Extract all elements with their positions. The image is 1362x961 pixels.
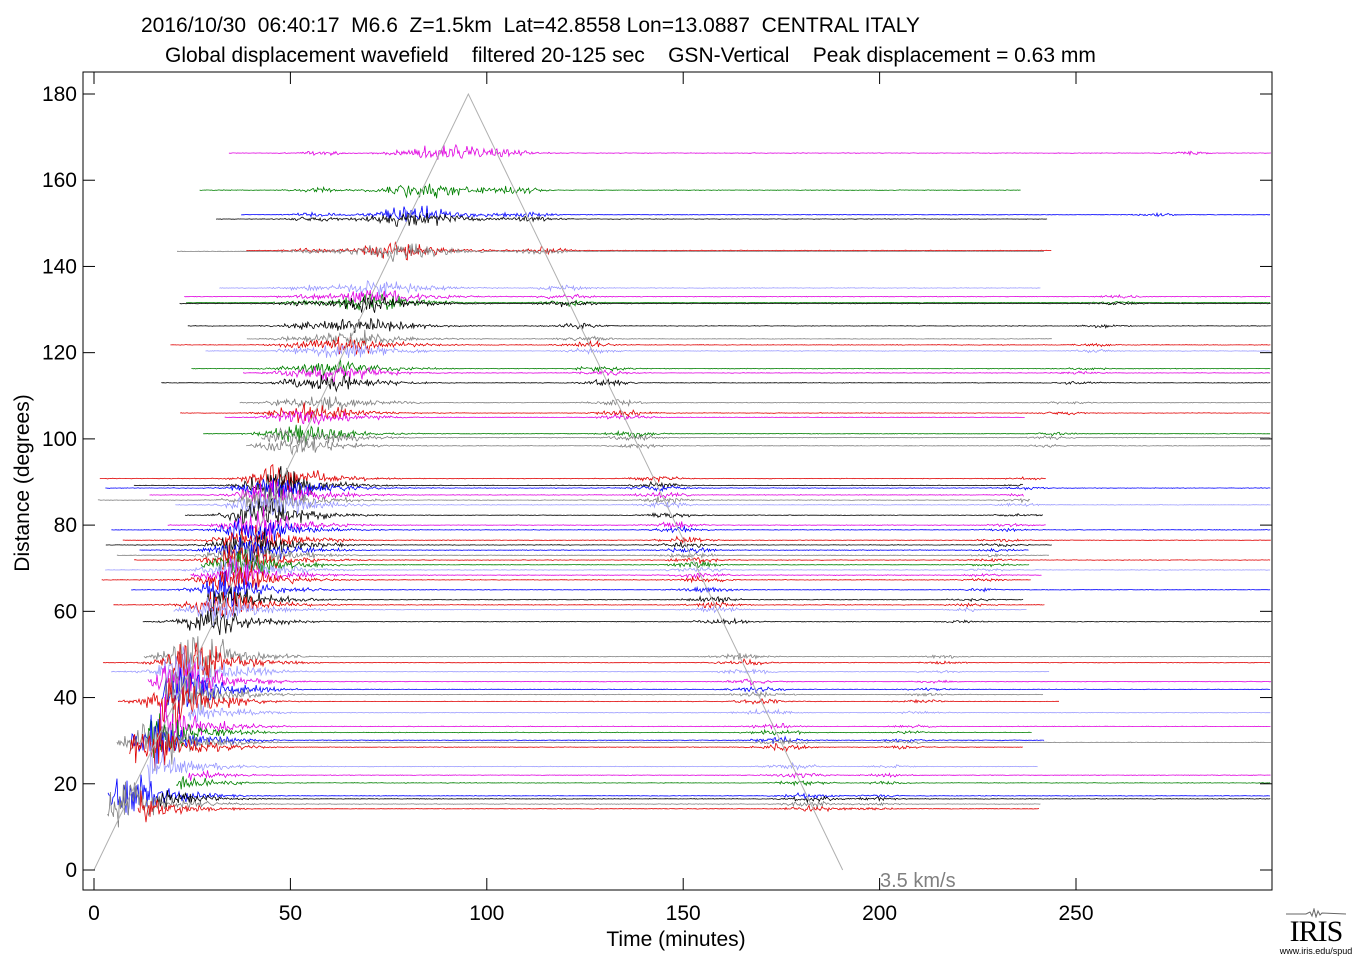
seismogram-trace (111, 646, 1050, 701)
seismogram-trace (190, 556, 1042, 589)
y-tick-label: 0 (65, 859, 77, 882)
logo-url[interactable]: www.iris.edu/spud (1279, 946, 1353, 956)
seismogram-trace (97, 481, 1031, 512)
seismogram-trace (99, 463, 1046, 491)
seismogram-trace (187, 703, 1271, 724)
chart-title: 2016/10/30 06:40:17 M6.6 Z=1.5km Lat=42.… (141, 14, 920, 37)
seismogram-trace (107, 774, 1271, 815)
seismogram-trace (102, 642, 1270, 689)
chart-subtitle: Global displacement wavefield filtered 2… (165, 44, 1096, 67)
seismogram-trace (107, 781, 1041, 828)
seismogram-trace (161, 374, 1271, 393)
y-axis-label: Distance (degrees) (11, 394, 34, 571)
x-axis-label: Time (minutes) (606, 928, 745, 951)
seismogram-trace (142, 607, 1271, 636)
y-tick-label: 40 (54, 687, 77, 710)
seismogram-trace (184, 498, 1044, 527)
y-tick-label: 180 (42, 83, 77, 106)
x-tick-label: 100 (469, 902, 504, 925)
y-tick-label: 140 (42, 255, 77, 278)
seismogram-trace (143, 636, 1271, 678)
seismogram-trace (131, 571, 1271, 609)
seismogram-trace (139, 536, 1029, 564)
y-tick-label: 120 (42, 342, 77, 365)
seismogram-trace (105, 556, 1271, 585)
seismogram-logo-icon (1286, 908, 1346, 918)
x-tick-label: 200 (862, 902, 897, 925)
velocity-label: 3.5 km/s (880, 870, 956, 892)
seismogram-trace (219, 280, 1041, 297)
y-tick-label: 80 (54, 514, 77, 537)
seismogram-trace (241, 205, 1271, 222)
iris-logo[interactable]: IRIS www.iris.edu/spud (1272, 906, 1360, 961)
x-tick-label: 50 (279, 902, 302, 925)
seismogram-trace (130, 714, 1045, 764)
seismogram-trace (116, 539, 1049, 573)
seismogram-trace (184, 290, 1271, 304)
velocity-reference-line (93, 92, 844, 871)
seismogram-trace (261, 426, 1271, 448)
seismogram-trace (117, 678, 1059, 728)
x-tick-label: 0 (88, 902, 100, 925)
y-tick-label: 60 (54, 600, 77, 623)
seismogram-trace (175, 491, 1271, 517)
seismogram-trace (228, 143, 1271, 160)
seismogram-trace (224, 409, 1025, 426)
seismogram-trace (246, 437, 1271, 456)
traces-group (97, 143, 1272, 828)
seismogram-trace (164, 669, 1044, 723)
seismogram-trace (134, 544, 1271, 571)
axis-ticks: 0 50 100 150 200 250 0 20 40 60 80 100 120 140 160 180 (42, 72, 1272, 925)
x-tick-label: 250 (1058, 902, 1093, 925)
seismogram-trace (206, 586, 1024, 612)
logo-text: IRIS (1289, 915, 1344, 948)
seismogram-trace (205, 342, 1271, 359)
seismogram-trace (113, 591, 1045, 617)
seismogram-trace (246, 241, 1052, 261)
seismogram-trace (167, 506, 1046, 541)
seismogram-trace (175, 776, 1271, 790)
seismogram-trace (188, 770, 1271, 781)
seismogram-trace (105, 478, 1271, 505)
plot-frame (82, 71, 1273, 891)
seismogram-trace (111, 518, 1271, 547)
seismogram-trace (122, 524, 1271, 554)
seismogram-trace (149, 480, 1024, 508)
seismogram-trace (191, 358, 1271, 377)
seismogram-trace (105, 529, 1052, 563)
seismogram-trace (137, 790, 1040, 823)
seismogram-trace (147, 660, 1272, 698)
seismogram-trace (129, 718, 1023, 769)
seismogram-trace (187, 318, 1271, 333)
seismogram-trace (147, 741, 1038, 789)
seismogram-trace (200, 549, 1030, 579)
seismogram-trace (203, 424, 1271, 446)
seismogram-trace (159, 693, 1271, 749)
seismogram-trace (199, 183, 1021, 199)
seismogram-trace (216, 213, 1048, 227)
seismogram-trace (133, 466, 1023, 497)
seismogram-trace (177, 243, 1045, 262)
seismogram-trace (161, 667, 1271, 714)
seismogram-trace (155, 790, 1271, 808)
seismogram-trace (173, 596, 1027, 626)
velocity-line (93, 92, 844, 871)
y-tick-label: 160 (42, 169, 77, 192)
seismogram-trace (179, 297, 1271, 313)
seismogram-trace (116, 723, 1271, 772)
seismogram-trace (243, 366, 1270, 384)
x-tick-label: 150 (666, 902, 701, 925)
y-tick-label: 100 (42, 428, 77, 451)
y-tick-label: 20 (54, 773, 77, 796)
seismogram-trace (180, 402, 1271, 424)
seismogram-trace (147, 713, 1032, 759)
seismogram-trace (239, 396, 1271, 412)
seismogram-trace (246, 329, 1052, 348)
